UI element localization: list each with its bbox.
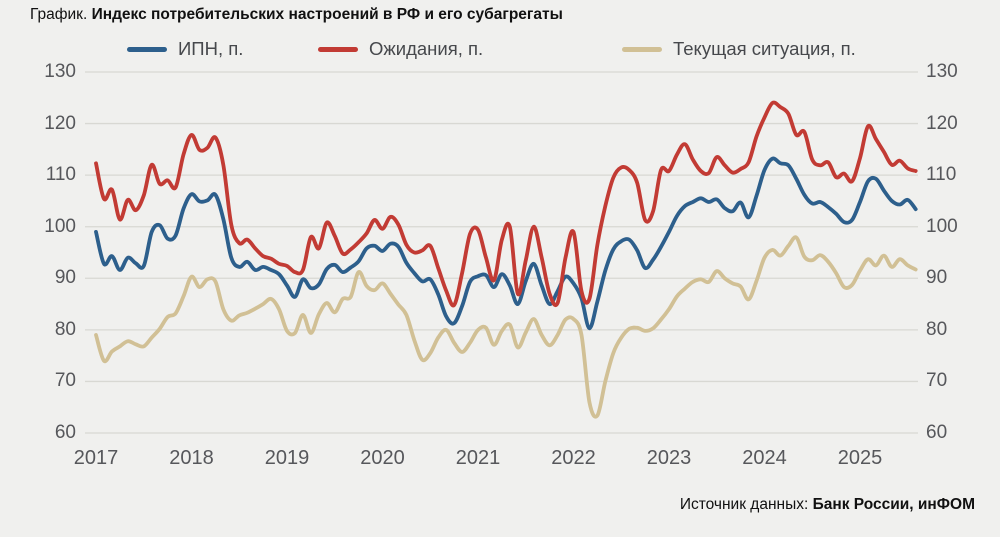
y-axis-tick-label: 90: [54, 267, 76, 289]
y-axis-tick-label: 60: [926, 422, 948, 443]
legend-item-label: Ожидания, п.: [369, 38, 484, 59]
source-prefix: Источник данных:: [679, 496, 809, 513]
source-text: Банк России, инФОМ: [812, 496, 975, 513]
legend-line-swatch-expectations-icon: [318, 46, 358, 52]
y-axis-tick-label: 110: [926, 164, 957, 186]
y-axis-tick-label: 100: [926, 215, 958, 237]
source-note: Источник данных: Банк России, инФОМ: [680, 496, 975, 514]
series-ipn-line: [94, 156, 918, 331]
legend-item-label: ИПН, п.: [178, 38, 244, 59]
x-axis-tick-label: 2023: [646, 447, 692, 469]
x-axis-tick-label: 2018: [169, 447, 214, 469]
x-axis-tick-label: 2025: [837, 447, 883, 469]
y-axis-tick-label: 120: [926, 112, 958, 134]
legend-item-current-situation[interactable]: Текущая ситуация, п.: [622, 38, 856, 60]
x-axis-tick-label: 2024: [742, 447, 787, 469]
legend: ИПН, п. Ожидания, п. Текущая ситуация, п…: [0, 38, 1000, 60]
series-current-situation-line: [94, 235, 918, 419]
x-axis-tick-label: 2022: [551, 447, 596, 469]
y-axis-tick-label: 70: [926, 370, 948, 392]
legend-item-ipn[interactable]: ИПН, п.: [127, 38, 243, 60]
y-axis-tick-label: 120: [44, 112, 76, 134]
legend-line-swatch-ipn-icon: [127, 46, 167, 52]
legend-line-swatch-current-situation-icon: [622, 46, 662, 52]
chart-title: График. Индекс потребительских настроени…: [30, 6, 563, 24]
y-axis-tick-label: 110: [45, 164, 76, 186]
legend-item-label: Текущая ситуация, п.: [673, 38, 856, 59]
y-axis-tick-label: 130: [44, 61, 76, 82]
chart-title-main: Индекс потребительских настроений в РФ и…: [91, 6, 563, 23]
y-axis-tick-label: 130: [926, 61, 958, 82]
y-axis-tick-label: 100: [44, 215, 76, 237]
x-axis-tick-label: 2020: [360, 447, 405, 469]
y-axis-tick-label: 80: [926, 318, 948, 340]
series-expectations-line: [94, 100, 918, 308]
y-axis-tick-label: 60: [54, 422, 76, 443]
x-axis-tick-label: 2021: [455, 447, 501, 469]
x-axis-tick-label: 2019: [264, 447, 310, 469]
legend-item-expectations[interactable]: Ожидания, п.: [318, 38, 483, 60]
y-axis-tick-label: 80: [54, 318, 76, 340]
y-axis-tick-label: 70: [54, 370, 76, 392]
y-axis-tick-label: 90: [926, 267, 948, 289]
chart-title-prefix: График.: [30, 6, 88, 23]
x-axis-tick-label: 2017: [73, 447, 119, 469]
